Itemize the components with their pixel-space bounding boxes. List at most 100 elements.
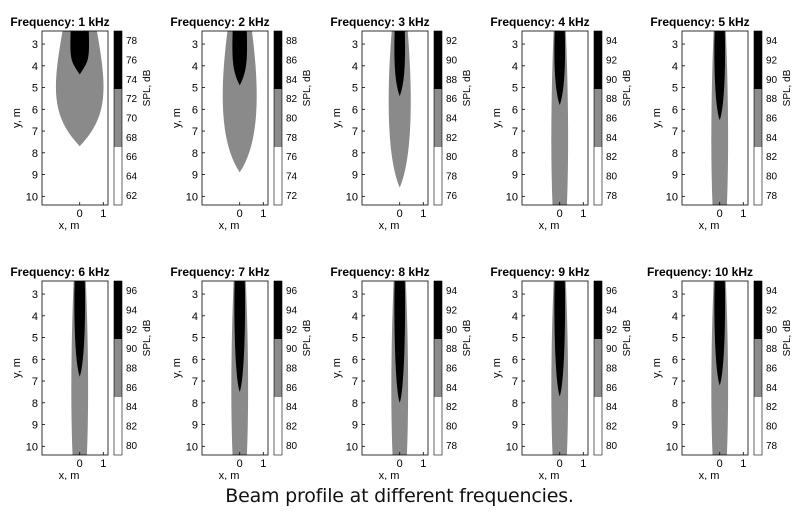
colorbar-tick-label: 80 [606, 172, 618, 183]
x-tick-label: 1 [580, 458, 586, 470]
colorbar-tick-label: 84 [446, 114, 458, 125]
colorbar-white [274, 147, 282, 205]
colorbar-tick-label: 84 [286, 75, 298, 86]
y-axis-label: y, m [491, 358, 503, 378]
colorbar-tick-label: 82 [126, 422, 138, 433]
x-axis-label: x, m [59, 220, 80, 232]
y-tick-label: 10 [666, 191, 678, 203]
colorbar-tick-label: 76 [126, 56, 138, 67]
y-tick-label: 9 [352, 420, 358, 432]
x-tick-label: 1 [260, 458, 266, 470]
colorbar-black [594, 31, 602, 89]
colorbar-tick-label: 94 [766, 36, 778, 47]
colorbar-black [114, 281, 122, 339]
colorbar-tick-label: 92 [126, 325, 138, 336]
y-tick-label: 10 [506, 441, 518, 453]
colorbar-tick-label: 82 [766, 402, 778, 413]
colorbar-tick-label: 90 [766, 75, 778, 86]
colorbar-frame [433, 280, 443, 456]
y-tick-label: 9 [512, 170, 518, 182]
colorbar-tick-label: 84 [286, 402, 298, 413]
colorbar-tick-label: 90 [766, 325, 778, 336]
colorbar-gray [594, 89, 602, 147]
y-axis-label: y, m [651, 358, 663, 378]
y-tick-label: 3 [672, 39, 678, 51]
y-tick-label: 9 [352, 170, 358, 182]
colorbar-tick-label: 84 [766, 133, 778, 144]
plot-frame [41, 280, 109, 456]
beam-black-core [232, 31, 248, 86]
colorbar-frame [273, 30, 283, 206]
panel-title: Frequency: 9 kHz [490, 265, 589, 279]
colorbar-gray [114, 89, 122, 147]
y-tick-label: 9 [32, 420, 38, 432]
panel-title: Frequency: 6 kHz [10, 265, 109, 279]
panel-title: Frequency: 5 kHz [650, 15, 749, 29]
colorbar-tick-label: 72 [126, 94, 138, 105]
y-axis-label: y, m [331, 358, 343, 378]
colorbar-tick-label: 86 [606, 114, 618, 125]
y-tick-label: 7 [32, 126, 38, 138]
y-tick-label: 5 [352, 83, 358, 95]
y-tick-label: 7 [352, 126, 358, 138]
x-tick-label: 1 [740, 208, 746, 220]
y-axis-label: y, m [171, 108, 183, 128]
colorbar-tick-label: 76 [446, 191, 458, 202]
x-tick-label: 0 [237, 458, 243, 470]
colorbar-tick-label: 78 [606, 191, 618, 202]
beam-black-core [234, 281, 246, 392]
colorbar-tick-label: 80 [766, 172, 778, 183]
y-tick-label: 10 [186, 441, 198, 453]
plot-frame [521, 280, 589, 456]
colorbar-tick-label: 82 [446, 402, 458, 413]
y-tick-label: 6 [672, 104, 678, 116]
colorbar-tick-label: 80 [286, 114, 298, 125]
colorbar-tick-label: 86 [766, 364, 778, 375]
x-tick-label: 0 [77, 458, 83, 470]
y-axis-label: y, m [11, 108, 23, 128]
x-axis-label: x, m [219, 220, 240, 232]
y-tick-label: 4 [352, 311, 358, 323]
x-axis-label: x, m [699, 470, 720, 480]
y-tick-label: 8 [192, 398, 198, 410]
colorbar-tick-label: 90 [606, 344, 618, 355]
colorbar-tick-label: 82 [766, 152, 778, 163]
colorbar-tick-label: 84 [606, 402, 618, 413]
beam-panel-7: Frequency: 7 kHz 3 4 5 6 7 8 9 10 0 1 x, m y, m 96 94 9… [170, 265, 313, 480]
y-tick-label: 10 [506, 191, 518, 203]
panel-title: Frequency: 3 kHz [330, 15, 429, 29]
panel-title: Frequency: 8 kHz [330, 265, 429, 279]
plot-frame [361, 30, 429, 206]
colorbar-white [114, 147, 122, 205]
y-tick-label: 7 [672, 376, 678, 388]
y-tick-label: 8 [32, 148, 38, 160]
colorbar-frame [273, 280, 283, 456]
colorbar-gray [754, 89, 762, 147]
colorbar-tick-label: 96 [286, 286, 298, 297]
colorbar-label: SPL, dB [302, 319, 313, 356]
colorbar-tick-label: 82 [446, 133, 458, 144]
colorbar-white [274, 397, 282, 455]
y-tick-label: 6 [32, 104, 38, 116]
colorbar-tick-label: 88 [446, 75, 458, 86]
colorbar-tick-label: 78 [446, 172, 458, 183]
colorbar-tick-label: 78 [286, 133, 298, 144]
colorbar-label: SPL, dB [462, 319, 473, 356]
y-axis-label: y, m [651, 108, 663, 128]
colorbar-gray [274, 339, 282, 397]
y-tick-label: 4 [32, 61, 38, 73]
x-tick-label: 1 [420, 458, 426, 470]
colorbar-tick-label: 88 [126, 364, 138, 375]
colorbar-tick-label: 88 [606, 94, 618, 105]
colorbar-tick-label: 78 [766, 191, 778, 202]
colorbar-tick-label: 66 [126, 152, 138, 163]
colorbar-gray [434, 89, 442, 147]
colorbar-tick-label: 94 [286, 306, 298, 317]
colorbar-tick-label: 86 [766, 114, 778, 125]
y-tick-label: 7 [192, 126, 198, 138]
y-tick-label: 3 [512, 289, 518, 301]
x-tick-label: 0 [397, 208, 403, 220]
